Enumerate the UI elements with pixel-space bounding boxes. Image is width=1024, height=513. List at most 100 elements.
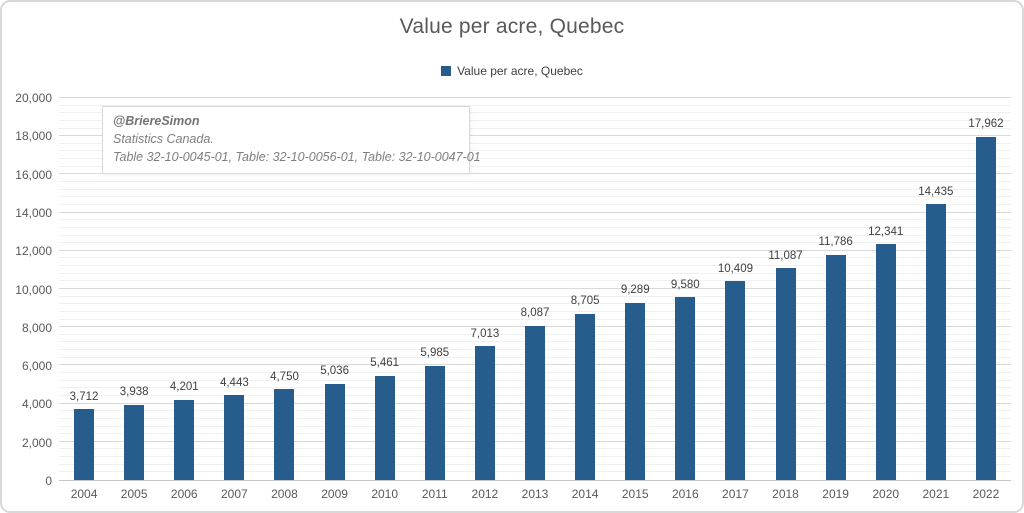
x-tick-label: 2005 bbox=[120, 487, 148, 501]
major-gridline bbox=[59, 97, 1011, 98]
y-tick-label: 6,000 bbox=[21, 359, 52, 374]
minor-gridline bbox=[59, 165, 1011, 167]
minor-gridline bbox=[59, 127, 1011, 129]
legend-marker-square-icon bbox=[441, 66, 452, 76]
bar-label: 3,712 bbox=[69, 390, 99, 403]
minor-gridline bbox=[59, 234, 1011, 236]
x-tick-label: 2013 bbox=[521, 487, 549, 501]
y-tick-label: 16,000 bbox=[15, 167, 52, 182]
bar bbox=[725, 281, 746, 480]
minor-gridline bbox=[59, 104, 1011, 106]
y-tick-label: 12,000 bbox=[15, 244, 52, 259]
bar bbox=[374, 375, 395, 480]
bar bbox=[825, 254, 846, 480]
x-tick-label: 2020 bbox=[872, 487, 900, 501]
minor-gridline bbox=[59, 257, 1011, 259]
bar bbox=[975, 136, 996, 480]
x-tick-label: 2004 bbox=[70, 487, 98, 501]
bar-label: 8,705 bbox=[570, 295, 600, 308]
minor-gridline bbox=[59, 181, 1011, 183]
major-gridline bbox=[59, 135, 1011, 137]
x-tick-label: 2014 bbox=[571, 487, 599, 501]
y-tick-label: 18,000 bbox=[15, 129, 52, 144]
minor-gridline bbox=[59, 310, 1011, 312]
bar bbox=[675, 297, 696, 480]
bar bbox=[124, 404, 145, 480]
x-axis: 2004 2005 2006 2007 2008 2009 2010 2011 2012 2013… bbox=[59, 487, 1011, 503]
minor-gridline bbox=[59, 203, 1011, 205]
annotation-tables: Table 32-10-0045-01, Table: 32-10-0056-0… bbox=[113, 150, 481, 164]
minor-gridline bbox=[59, 318, 1011, 320]
minor-gridline bbox=[59, 142, 1011, 144]
major-gridline bbox=[59, 288, 1011, 289]
bar bbox=[775, 268, 796, 480]
y-axis: 0 2,000 4,000 6,000 8,000 10,000 12,000 14,000 1… bbox=[2, 92, 52, 487]
bar-label: 11,087 bbox=[768, 249, 803, 262]
bar bbox=[875, 244, 896, 480]
bar-label: 17,962 bbox=[968, 118, 1004, 131]
bar bbox=[925, 204, 946, 480]
x-tick-label: 2021 bbox=[922, 487, 950, 501]
minor-gridline bbox=[59, 242, 1011, 244]
annotation-source: Statistics Canada. bbox=[113, 132, 214, 146]
minor-gridline bbox=[59, 188, 1011, 190]
minor-gridline bbox=[59, 265, 1011, 267]
bar bbox=[324, 383, 345, 480]
chart-title: Value per acre, Quebec bbox=[399, 15, 625, 38]
bar bbox=[474, 346, 495, 480]
y-tick-label: 14,000 bbox=[15, 205, 52, 220]
x-tick-label: 2010 bbox=[371, 487, 399, 501]
bar bbox=[274, 389, 295, 480]
bar bbox=[74, 409, 95, 480]
minor-gridline bbox=[59, 303, 1011, 305]
bar-label: 3,938 bbox=[119, 386, 149, 399]
minor-gridline bbox=[59, 295, 1011, 297]
y-tick-label: 4,000 bbox=[21, 397, 52, 412]
x-tick-label: 2019 bbox=[822, 487, 849, 501]
bar-label: 5,461 bbox=[370, 357, 400, 370]
bar-label: 14,435 bbox=[918, 185, 954, 198]
x-tick-label: 2017 bbox=[722, 487, 749, 501]
source-annotation: @BriereSimon Statistics Canada. Table 32… bbox=[102, 106, 481, 174]
major-gridline bbox=[59, 173, 1011, 175]
bar-label: 4,201 bbox=[169, 381, 199, 394]
x-tick-label: 2007 bbox=[221, 487, 248, 501]
minor-gridline bbox=[59, 272, 1011, 274]
x-tick-label: 2015 bbox=[621, 487, 649, 501]
x-tick-label: 2011 bbox=[421, 487, 448, 501]
bar bbox=[424, 365, 445, 480]
x-tick-label: 2022 bbox=[972, 487, 1000, 501]
x-tick-label: 2009 bbox=[321, 487, 348, 501]
major-gridline bbox=[59, 249, 1011, 251]
y-tick-label: 20,000 bbox=[15, 91, 52, 105]
y-tick-label: 8,000 bbox=[21, 320, 52, 335]
bar-label: 4,750 bbox=[270, 370, 299, 383]
x-tick-label: 2012 bbox=[471, 487, 499, 501]
minor-gridline bbox=[59, 280, 1011, 282]
bar-label: 11,786 bbox=[818, 236, 853, 249]
x-tick-label: 2008 bbox=[271, 487, 298, 501]
bar-label: 10,409 bbox=[717, 262, 753, 275]
minor-gridline bbox=[59, 196, 1011, 198]
x-tick-label: 2016 bbox=[671, 487, 699, 501]
bar-label: 8,087 bbox=[520, 307, 550, 320]
minor-gridline bbox=[59, 112, 1011, 114]
y-tick-label: 10,000 bbox=[15, 282, 52, 297]
x-tick-label: 2006 bbox=[170, 487, 198, 501]
plot-area: 3,712 3,938 4,201 4,443 4,750 5,036 5,461 5,985… bbox=[59, 97, 1011, 481]
y-tick-label: 0 bbox=[45, 474, 52, 488]
y-tick-label: 2,000 bbox=[21, 435, 52, 450]
bar bbox=[575, 313, 596, 480]
annotation-handle: @BriereSimon bbox=[113, 114, 200, 128]
minor-gridline bbox=[59, 219, 1011, 221]
legend-label: Value per acre, Quebec bbox=[457, 64, 583, 78]
minor-gridline bbox=[59, 150, 1011, 152]
bar-label: 9,580 bbox=[670, 278, 700, 291]
bar-label: 5,036 bbox=[320, 365, 349, 378]
bar-label: 7,013 bbox=[470, 327, 500, 340]
bar-label: 12,341 bbox=[868, 225, 904, 238]
minor-gridline bbox=[59, 226, 1011, 228]
bar bbox=[174, 399, 195, 480]
bar-label: 4,443 bbox=[219, 376, 249, 389]
